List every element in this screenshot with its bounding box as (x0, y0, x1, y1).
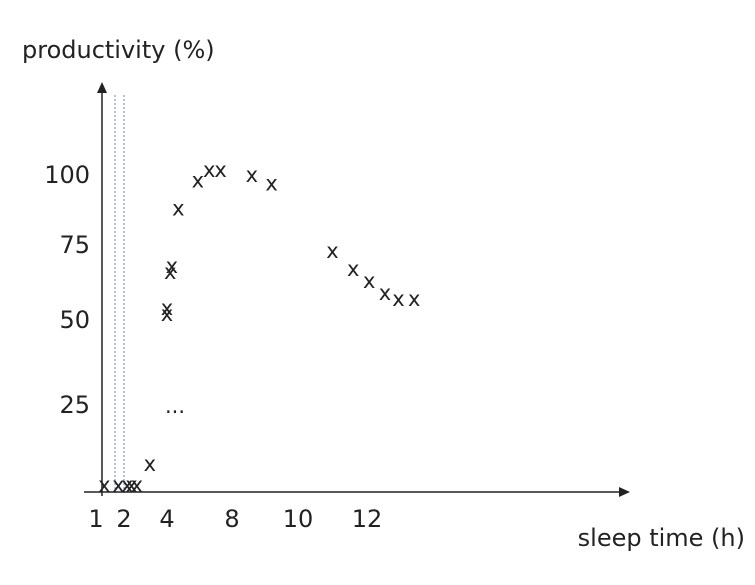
y-tick-label: 75 (59, 231, 90, 259)
y-tick-label: 100 (44, 161, 90, 189)
data-point: x (166, 254, 178, 278)
data-point: x (164, 260, 176, 284)
data-point: x (161, 302, 173, 326)
data-point: x (121, 473, 133, 497)
x-axis-arrow (619, 487, 630, 497)
ellipsis-annotation: ... (165, 394, 185, 418)
data-point: x (214, 158, 226, 182)
data-point: x (161, 296, 173, 320)
data-point: x (246, 163, 258, 187)
data-point: x (144, 452, 156, 476)
y-tick-label: 25 (59, 391, 90, 419)
x-tick-label: 1 (88, 505, 103, 533)
data-point: x (326, 239, 338, 263)
y-tick-labels: 25 50 75 100 (44, 161, 90, 419)
x-tick-labels: 1 2 4 8 10 12 (88, 505, 382, 533)
data-point: x (192, 169, 204, 193)
data-point: x (125, 473, 137, 497)
data-point: x (379, 281, 391, 305)
data-point: x (347, 257, 359, 281)
x-axis-label: sleep time (h) (578, 524, 745, 552)
data-point: x (408, 287, 420, 311)
data-point: x (363, 269, 375, 293)
data-point: x (265, 171, 277, 195)
data-point: x (112, 473, 124, 497)
data-point: x (131, 473, 143, 497)
x-tick-label: 10 (283, 505, 314, 533)
guide-lines (114, 95, 125, 495)
y-axis-label: productivity (%) (22, 36, 215, 64)
x-tick-label: 4 (159, 505, 174, 533)
y-axis-arrow (97, 82, 107, 93)
data-point: x (98, 473, 110, 497)
data-point: x (392, 287, 404, 311)
axes (84, 82, 630, 497)
data-point: x (172, 197, 184, 221)
x-tick-label: 8 (224, 505, 239, 533)
y-tick-label: 50 (59, 306, 90, 334)
x-tick-label: 12 (352, 505, 383, 533)
x-tick-label: 2 (116, 505, 131, 533)
data-point: x (203, 158, 215, 182)
